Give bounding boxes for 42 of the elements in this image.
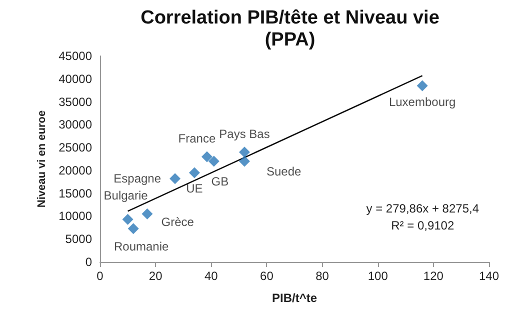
annotation: Espagne [114,172,162,186]
x-tick-label: 20 [148,269,163,283]
y-tick-label: 40000 [58,72,92,86]
y-tick-label: 20000 [58,163,92,178]
annotation: Suede [266,164,302,178]
annotation: Luxembourg [388,94,456,109]
y-tick-label: 35000 [58,94,92,109]
annotation: y = 279,86x + 8275,4 R² = 0,9102 [366,202,480,232]
y-tick-label: 25000 [58,140,92,155]
y-tick-label: 5000 [65,232,92,246]
point [170,173,181,184]
y-tick-label: 45000 [58,49,92,63]
point [122,214,134,225]
x-axis-title: PIB/t^te [272,291,318,305]
point [188,167,200,178]
y-axis-title: Niveau vi en euroe [36,110,48,208]
point [238,156,250,167]
y-tick-label: 30000 [58,118,92,132]
annotation: UE [186,182,203,196]
annotation: Pays Bas [219,127,270,142]
x-tick-label: 40 [204,269,218,283]
chart-title: Correlation PIB/tête et Niveau vie (PPA) [140,8,440,50]
point [142,208,153,220]
annotation: GB [211,174,229,188]
annotation: Roumanie [114,240,170,254]
annotation: France [178,132,216,146]
y-tick-label: 15000 [58,186,92,200]
x-tick-label: 80 [316,269,330,283]
point [128,223,139,234]
x-tick-label: 120 [423,269,444,283]
x-tick-label: 100 [368,269,388,283]
annotation: Grèce [161,214,194,229]
x-tick-label: 140 [478,269,500,283]
x-tick-label: 60 [260,269,274,283]
point [208,156,220,167]
x-tick-label: 0 [96,269,104,283]
point [416,80,428,92]
point [201,151,212,162]
annotation: Bulgarie [104,188,148,202]
point [238,146,250,158]
y-tick-label: 10000 [58,209,92,224]
y-tick-label: 0 [85,255,92,269]
